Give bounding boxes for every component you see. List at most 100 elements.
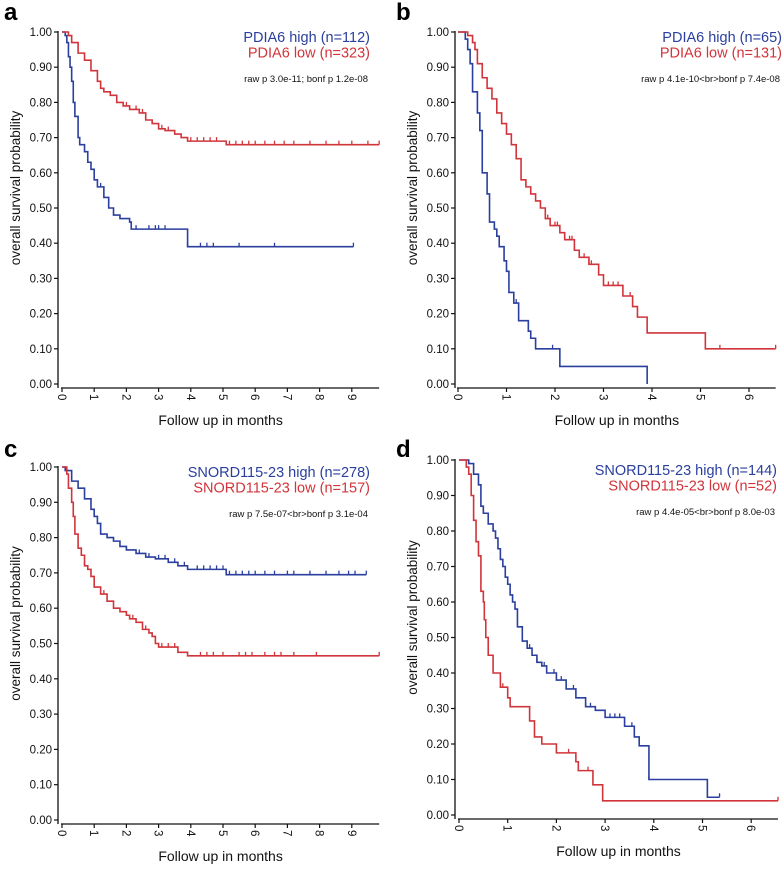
x-axis-label: Follow up in months [158,848,283,864]
x-tick-label: 6 [742,394,754,400]
p-value-label: raw p 4.1e-10<br>bonf p 7.4e-08 [641,74,780,85]
y-tick-label: 0.10 [30,344,52,356]
y-tick-label: 0.20 [30,309,52,321]
survival-curve-low [62,466,380,657]
y-tick-label: 1.00 [30,462,52,474]
p-value-label: raw p 3.0e-11; bonf p 1.2e-08 [244,74,368,85]
x-tick-label: 1 [87,394,99,400]
x-tick-label: 2 [548,394,560,400]
y-axis-label: overall survival probability [8,110,23,265]
legend-entry-low: PDIA6 low (n=131) [660,46,782,62]
y-axis-label: overall survival probability [8,546,23,701]
y-tick-label: 0.20 [30,744,52,756]
x-tick-label: 2 [119,830,131,836]
y-tick-label: 0.20 [427,739,449,751]
y-tick-label: 0.70 [427,562,449,574]
y-tick-label: 0.60 [30,168,52,180]
km-plot-c: c 0.00 0.10 0.20 0.30 0.40 0.50 0.60 0.70 0.80 0.9… [4,436,380,864]
y-tick-label: 0.10 [30,780,52,792]
x-tick-label: 8 [313,830,325,836]
panel-label: c [4,436,17,463]
y-tick-label: 0.60 [427,597,449,609]
x-tick-label: 6 [248,830,260,836]
x-tick-label: 7 [280,394,292,400]
x-tick-label: 1 [500,394,512,400]
y-tick-label: 0.10 [427,344,449,356]
legend-entry-high: SNORD115-23 high (n=144) [595,463,777,479]
x-tick-label: 9 [345,830,357,836]
y-tick-label: 0.50 [427,633,449,645]
y-tick-label: 0.00 [30,815,52,827]
legend-entry-high: PDIA6 high (n=112) [243,30,370,46]
y-tick-label: 0.50 [427,203,449,215]
p-value-label: raw p 7.5e-07<br>bonf p 3.1e-04 [229,509,368,520]
y-tick-label: 0.60 [30,603,52,615]
y-tick-label: 0.80 [427,97,449,109]
x-tick-label: 4 [645,394,657,401]
x-tick-label: 7 [280,830,292,836]
y-tick-label: 0.30 [427,704,449,716]
panel-label: d [396,436,411,463]
y-tick-label: 1.00 [30,27,52,39]
x-tick-label: 3 [152,394,164,400]
y-tick-label: 0.70 [30,133,52,145]
survival-curve-low [62,31,380,146]
legend-entry-high: SNORD115-23 high (n=278) [188,465,370,481]
y-tick-label: 0.90 [427,491,449,503]
x-tick-label: 9 [345,394,357,400]
legend-entry-low: SNORD115-23 low (n=157) [193,481,370,497]
km-plot-b: b 0.00 0.10 0.20 0.30 0.40 0.50 0.60 0.70 0.80 0.9… [396,0,782,428]
x-tick-label: 0 [55,830,67,836]
legend-entry-low: SNORD115-23 low (n=52) [608,479,777,495]
panel-label: a [4,0,18,26]
x-tick-label: 0 [451,394,463,400]
y-tick-label: 0.80 [427,526,449,538]
y-tick-label: 0.90 [30,497,52,509]
y-tick-label: 0.40 [427,238,449,250]
y-tick-label: 0.00 [30,379,52,391]
panel-label: b [396,0,411,26]
x-tick-label: 4 [184,830,196,837]
survival-curve-high [458,31,648,384]
x-tick-label: 1 [87,830,99,836]
y-tick-label: 1.00 [427,455,449,467]
y-tick-label: 0.50 [30,203,52,215]
y-axis-label: overall survival probability [405,110,420,265]
x-tick-label: 5 [694,394,706,400]
x-tick-label: 4 [647,825,659,832]
y-tick-label: 0.00 [427,379,449,391]
survival-curve-high [62,31,354,248]
y-tick-label: 0.80 [30,533,52,545]
y-tick-label: 0.80 [30,97,52,109]
km-plot-a: a 0.00 0.10 0.20 0.30 0.40 0.50 0.60 0.70 0.80 0.9… [4,0,380,428]
x-tick-label: 3 [152,830,164,836]
y-tick-label: 0.90 [427,62,449,74]
x-tick-label: 0 [452,825,464,831]
y-tick-label: 0.30 [30,273,52,285]
survival-curve-high [459,459,720,799]
x-axis-label: Follow up in months [555,412,680,428]
x-tick-label: 5 [216,830,228,836]
x-tick-label: 5 [216,394,228,400]
y-tick-label: 0.40 [30,674,52,686]
x-tick-label: 2 [549,825,561,831]
x-tick-label: 0 [55,394,67,400]
x-tick-label: 3 [598,825,610,831]
y-tick-label: 0.60 [427,168,449,180]
y-tick-label: 0.40 [427,668,449,680]
y-tick-label: 0.10 [427,775,449,787]
x-tick-label: 1 [501,825,513,831]
p-value-label: raw p 4.4e-05<br>bonf p 8.0e-03 [636,507,775,518]
survival-curve-low [459,459,778,802]
y-tick-label: 0.20 [427,309,449,321]
legend-entry-low: PDIA6 low (n=323) [248,46,370,62]
y-tick-label: 0.40 [30,238,52,250]
y-tick-label: 0.00 [427,810,449,822]
y-tick-label: 1.00 [427,27,449,39]
y-axis-label: overall survival probability [405,540,420,695]
x-axis-label: Follow up in months [158,412,283,428]
x-tick-label: 6 [744,825,756,831]
y-tick-label: 0.70 [427,133,449,145]
survival-curve-high [62,466,367,576]
x-tick-label: 4 [184,394,196,401]
